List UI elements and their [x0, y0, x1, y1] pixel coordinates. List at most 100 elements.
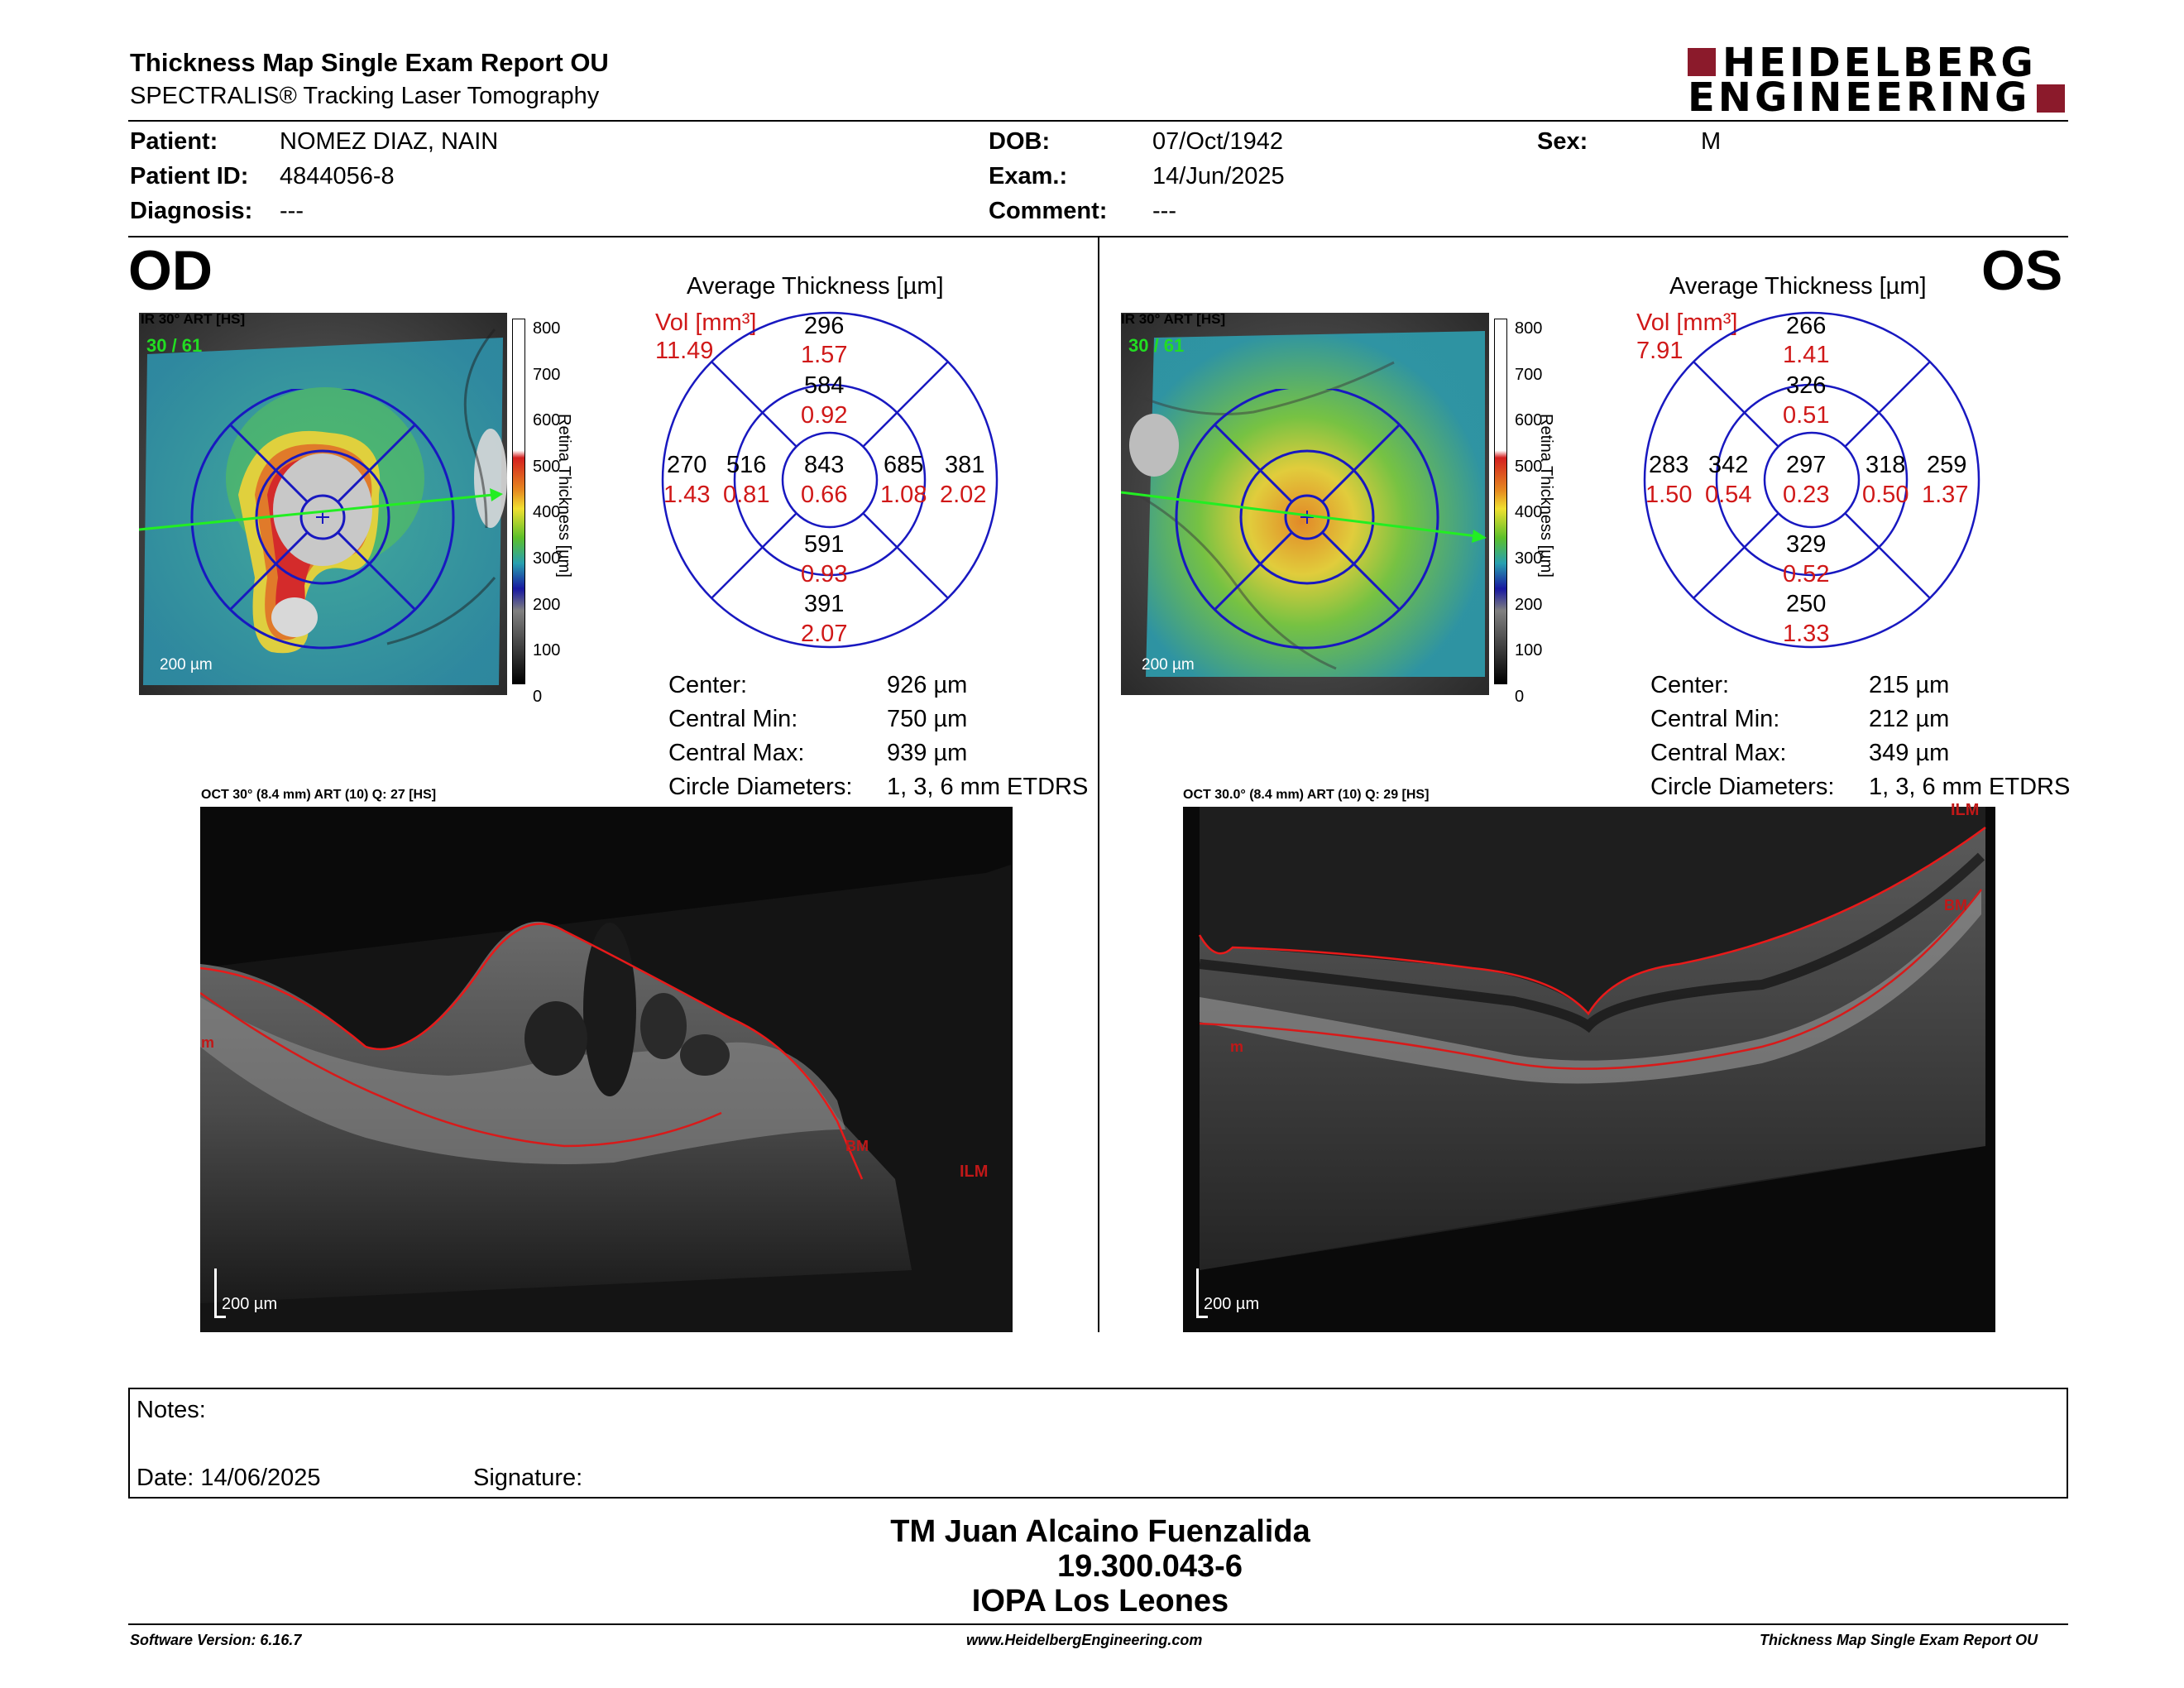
signature-institution: IOPA Los Leones [971, 1584, 1229, 1618]
os-outer-inf-volume: 1.33 [1783, 621, 1830, 647]
os-center-value: 215 µm [1869, 672, 1950, 698]
report-subtitle: SPECTRALIS® Tracking Laser Tomography [130, 83, 600, 109]
od-layer-m: m [201, 1034, 215, 1051]
od-oct-scale: 200 µm [222, 1295, 278, 1313]
os-inner-sup-volume: 0.51 [1783, 402, 1830, 429]
od-inner-sup-volume: 0.92 [801, 402, 848, 429]
os-outer-right-thickness: 259 [1927, 452, 1967, 478]
patient-id-label: Patient ID: [130, 163, 249, 189]
od-inner-left-volume: 0.81 [723, 482, 770, 508]
os-oct-scalebar [1196, 1268, 1199, 1318]
od-central-min-value: 750 µm [887, 706, 968, 732]
od-center-volume: 0.66 [801, 482, 848, 508]
od-oct-image [199, 807, 1013, 1332]
patient-divider [128, 236, 2068, 237]
od-central-min-label: Central Min: [668, 706, 798, 732]
os-etdrs-chart [1643, 311, 1980, 649]
heidelberg-logo: HEIDELBERG ENGINEERING [1688, 40, 2068, 121]
footer-divider [128, 1623, 2068, 1625]
os-inner-right-volume: 0.50 [1862, 482, 1909, 508]
os-vol-total: 7.91 [1636, 338, 1684, 364]
os-scan-line [1121, 491, 1487, 543]
os-outer-sup-volume: 1.41 [1783, 342, 1830, 368]
os-fundus-image [1121, 313, 1489, 695]
od-vol-label: Vol [mm³] [655, 309, 757, 336]
comment-label: Comment: [989, 198, 1108, 224]
notes-signature-label: Signature: [473, 1465, 583, 1491]
od-outer-left-thickness: 270 [667, 452, 707, 478]
os-circle-diam-value: 1, 3, 6 mm ETDRS [1869, 774, 2071, 800]
od-avg-title: Average Thickness [µm] [687, 273, 944, 300]
os-oct-image [1183, 807, 1995, 1332]
od-outer-inf-thickness: 391 [804, 591, 845, 617]
od-frames: 30 / 61 [146, 335, 203, 356]
os-inner-inf-volume: 0.52 [1783, 561, 1830, 587]
os-eye-label: OS [1981, 239, 2063, 302]
sex-label: Sex: [1537, 128, 1588, 155]
os-layer-m: m [1230, 1038, 1244, 1055]
os-central-max-label: Central Max: [1650, 740, 1787, 766]
report-title: Thickness Map Single Exam Report OU [130, 48, 609, 77]
sex-value: M [1701, 128, 1722, 155]
od-center-value: 926 µm [887, 672, 968, 698]
od-oct-scalebar [214, 1268, 217, 1318]
exam-value: 14/Jun/2025 [1152, 163, 1285, 189]
os-frames: 30 / 61 [1128, 335, 1185, 356]
os-oct-scale: 200 µm [1204, 1295, 1260, 1313]
os-fundus-label: IR 30° ART [HS] [1121, 311, 1226, 327]
os-central-max-value: 349 µm [1869, 740, 1950, 766]
eye-divider [1098, 237, 1099, 1332]
od-colorbar [512, 319, 525, 684]
od-colorbar-title: Retina Thickness [µm] [555, 414, 573, 578]
od-inner-sup-thickness: 584 [804, 372, 845, 399]
dob-value: 07/Oct/1942 [1152, 128, 1283, 155]
od-center-thickness: 843 [804, 452, 845, 478]
os-inner-inf-thickness: 329 [1786, 531, 1827, 558]
signature-rut: 19.300.043-6 [1057, 1549, 1243, 1584]
od-inner-right-thickness: 685 [884, 452, 924, 478]
diagnosis-label: Diagnosis: [130, 198, 253, 224]
os-outer-inf-thickness: 250 [1786, 591, 1827, 617]
os-fundus-grid [1175, 389, 1439, 650]
od-layer-bm: BM [845, 1138, 869, 1154]
os-center-thickness: 297 [1786, 452, 1827, 478]
os-colorbar-ticks: 800 700 600 500 400 300 200 100 0 [1515, 319, 1543, 706]
logo-square-bottom [2037, 84, 2065, 113]
os-central-min-label: Central Min: [1650, 706, 1780, 732]
os-circle-diam-label: Circle Diameters: [1650, 774, 1835, 800]
os-outer-right-volume: 1.37 [1922, 482, 1969, 508]
logo-text-top: HEIDELBERG [1722, 40, 2037, 86]
od-outer-inf-volume: 2.07 [801, 621, 848, 647]
footer-report-name: Thickness Map Single Exam Report OU [1760, 1632, 2038, 1648]
os-center-label: Center: [1650, 672, 1730, 698]
od-outer-left-volume: 1.43 [663, 482, 711, 508]
od-inner-left-thickness: 516 [726, 452, 767, 478]
os-fundus-scale: 200 µm [1142, 656, 1195, 674]
od-outer-right-thickness: 381 [945, 452, 985, 478]
os-colorbar-title: Retina Thickness [µm] [1537, 414, 1555, 578]
os-vol-label: Vol [mm³] [1636, 309, 1738, 336]
od-fundus-label: IR 30° ART [HS] [141, 311, 246, 327]
patient-id-value: 4844056-8 [280, 163, 395, 189]
os-colorbar [1494, 319, 1507, 684]
os-inner-right-thickness: 318 [1866, 452, 1906, 478]
os-oct-label: OCT 30.0° (8.4 mm) ART (10) Q: 29 [HS] [1183, 788, 1430, 802]
exam-label: Exam.: [989, 163, 1068, 189]
od-outer-sup-thickness: 296 [804, 313, 845, 339]
od-fundus-image [139, 313, 507, 695]
os-avg-title: Average Thickness [µm] [1669, 273, 1927, 300]
comment-value: --- [1152, 198, 1176, 224]
notes-box [128, 1388, 2068, 1499]
od-inner-inf-thickness: 591 [804, 531, 845, 558]
od-outer-right-volume: 2.02 [940, 482, 987, 508]
os-central-min-value: 212 µm [1869, 706, 1950, 732]
logo-square-top [1688, 48, 1716, 76]
os-center-volume: 0.23 [1783, 482, 1830, 508]
os-inner-sup-thickness: 326 [1786, 372, 1827, 399]
website-link[interactable]: www.HeidelbergEngineering.com [966, 1632, 1203, 1648]
od-fundus-scale: 200 µm [160, 656, 213, 674]
diagnosis-value: --- [280, 198, 304, 224]
software-version: Software Version: 6.16.7 [130, 1632, 302, 1648]
patient-value: NOMEZ DIAZ, NAIN [280, 128, 499, 155]
os-inner-left-volume: 0.54 [1705, 482, 1752, 508]
